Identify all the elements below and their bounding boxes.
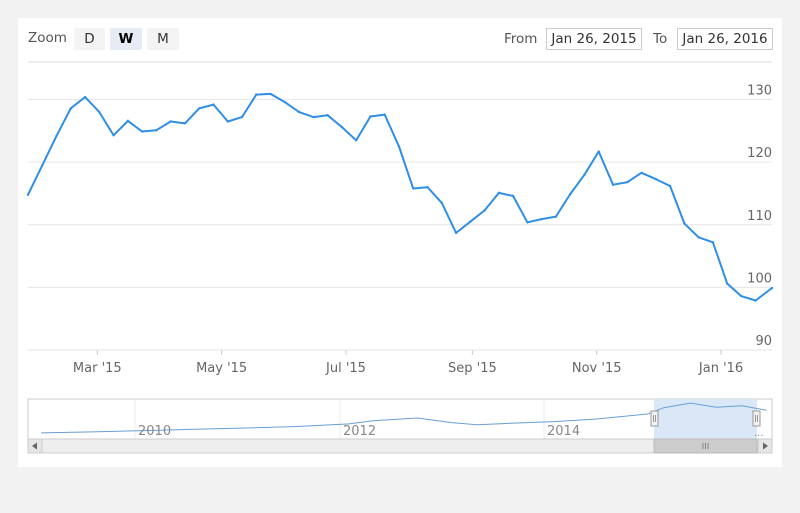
data-point (626, 181, 629, 184)
data-point (226, 120, 229, 123)
data-point (383, 113, 386, 116)
data-point (269, 92, 272, 96)
from-date-input[interactable]: Jan 26, 2015 (546, 28, 642, 50)
data-point (725, 282, 729, 285)
data-point (240, 115, 244, 119)
y-tick-label: 130 (747, 84, 772, 99)
x-tick-label: Jan '16 (698, 361, 743, 376)
navigator-year-label: 2010 (138, 424, 171, 439)
navigator-ellipsis: ... (754, 428, 764, 439)
data-point (526, 221, 529, 224)
scrollbar[interactable] (27, 438, 773, 454)
data-point (98, 110, 101, 114)
data-point (540, 217, 543, 221)
data-point (511, 194, 515, 198)
arrow-left-icon (32, 442, 37, 450)
data-point (212, 103, 215, 106)
data-point (497, 191, 501, 195)
data-point (611, 183, 615, 186)
data-point (397, 145, 401, 148)
zoom-day-button[interactable]: D (74, 28, 105, 50)
data-point (554, 215, 558, 218)
data-point (41, 164, 44, 167)
price-series (26, 92, 774, 302)
data-point (140, 130, 144, 133)
y-tick-label: 120 (747, 146, 772, 161)
data-point (640, 171, 643, 175)
data-point (369, 115, 372, 118)
to-label: To (653, 31, 668, 47)
data-point (297, 110, 301, 114)
navigator-year-label: 2014 (547, 424, 580, 439)
data-point (198, 107, 201, 110)
data-point (169, 120, 172, 123)
chart-container: Zoom D W M From Jan 26, 2015 To Jan 26, … (18, 18, 782, 467)
series-line (27, 92, 773, 302)
data-point (697, 236, 700, 239)
data-point (711, 241, 715, 244)
data-point (454, 231, 458, 235)
y-tick-label: 90 (755, 334, 772, 349)
data-point (312, 115, 315, 119)
x-tick-label: Sep '15 (448, 361, 497, 376)
navigator[interactable]: 2010 2012 2014 ... (27, 398, 773, 440)
data-point (126, 119, 130, 123)
data-point (183, 122, 187, 125)
navigator-year-label: 2012 (343, 424, 376, 439)
data-point (155, 129, 158, 132)
data-point (440, 201, 443, 205)
x-tick-label: Mar '15 (73, 361, 122, 376)
gridlines (28, 99, 772, 351)
data-point (112, 134, 115, 137)
data-point (326, 114, 329, 117)
data-point (283, 100, 287, 104)
data-point (83, 95, 87, 99)
data-point (483, 209, 486, 212)
data-point (683, 222, 686, 225)
zoom-month-button[interactable]: M (147, 28, 179, 50)
y-tick-label: 100 (747, 271, 772, 286)
data-point (426, 186, 429, 189)
x-tick-label: Jul '15 (325, 361, 366, 376)
data-point (654, 177, 658, 181)
x-tick-label: May '15 (196, 361, 247, 376)
data-point (569, 192, 572, 196)
navigator-left-handle[interactable] (650, 410, 659, 427)
data-point (55, 134, 58, 138)
y-tick-label: 110 (747, 209, 772, 224)
data-point (754, 299, 757, 302)
data-point (255, 93, 258, 96)
arrow-right-icon (763, 442, 768, 450)
y-axis-ticks: 90 100 110 120 130 (747, 84, 772, 349)
zoom-label: Zoom (28, 30, 67, 46)
chart-area: 90 100 110 120 130 Mar '15 May '15 Jul '15 Sep … (26, 61, 774, 454)
navigator-series-line (41, 402, 767, 434)
data-point (469, 220, 472, 223)
from-label: From (504, 31, 538, 47)
to-date-input[interactable]: Jan 26, 2016 (677, 28, 773, 50)
data-point (583, 173, 586, 176)
data-point (597, 150, 600, 153)
data-point (340, 125, 344, 129)
zoom-week-button[interactable]: W (110, 28, 142, 50)
data-point (69, 107, 73, 110)
data-point (770, 286, 774, 290)
navigator-right-handle[interactable] (752, 410, 761, 427)
x-axis-ticks: Mar '15 May '15 Jul '15 Sep '15 Nov '15 Jan '… (73, 350, 743, 376)
navigator-series (41, 402, 767, 434)
data-point (26, 193, 30, 196)
data-point (740, 294, 743, 298)
data-point (668, 184, 672, 188)
x-tick-label: Nov '15 (572, 361, 622, 376)
data-point (354, 139, 358, 142)
data-point (412, 187, 415, 190)
